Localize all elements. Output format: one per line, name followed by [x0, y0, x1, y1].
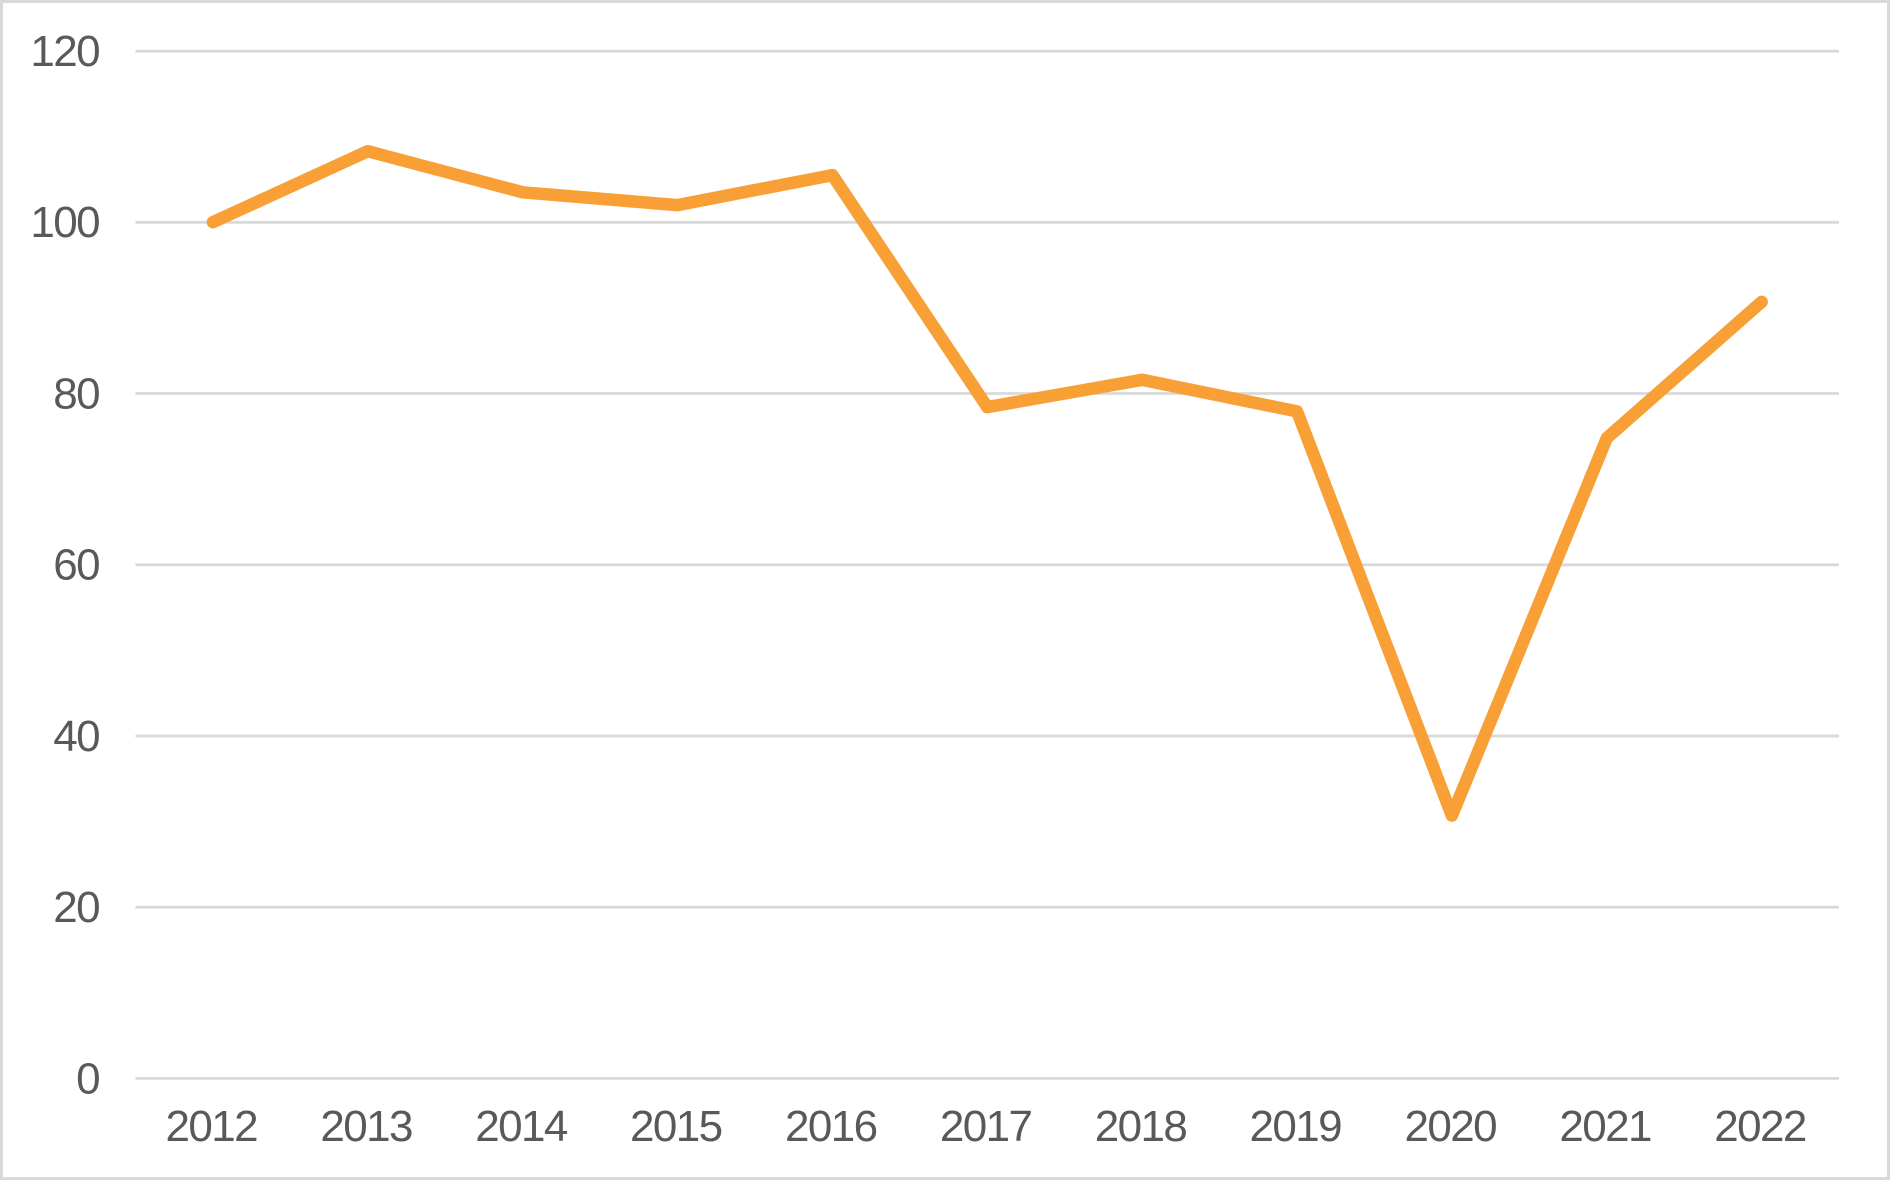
svg-text:2012: 2012 [165, 1102, 257, 1151]
svg-text:120: 120 [30, 27, 99, 76]
svg-text:0: 0 [76, 1054, 99, 1103]
svg-text:80: 80 [53, 369, 99, 418]
svg-text:20: 20 [53, 883, 99, 932]
svg-text:2013: 2013 [320, 1102, 412, 1151]
svg-text:2014: 2014 [475, 1102, 568, 1151]
svg-text:2022: 2022 [1714, 1102, 1806, 1151]
svg-text:2021: 2021 [1559, 1102, 1651, 1151]
svg-text:40: 40 [53, 712, 99, 761]
svg-text:2018: 2018 [1095, 1102, 1187, 1151]
svg-text:60: 60 [53, 541, 99, 590]
svg-text:2017: 2017 [940, 1102, 1032, 1151]
svg-text:2016: 2016 [785, 1102, 877, 1151]
svg-text:2019: 2019 [1250, 1102, 1342, 1151]
svg-text:100: 100 [30, 198, 99, 247]
svg-text:2015: 2015 [630, 1102, 722, 1151]
svg-text:2020: 2020 [1404, 1102, 1496, 1151]
